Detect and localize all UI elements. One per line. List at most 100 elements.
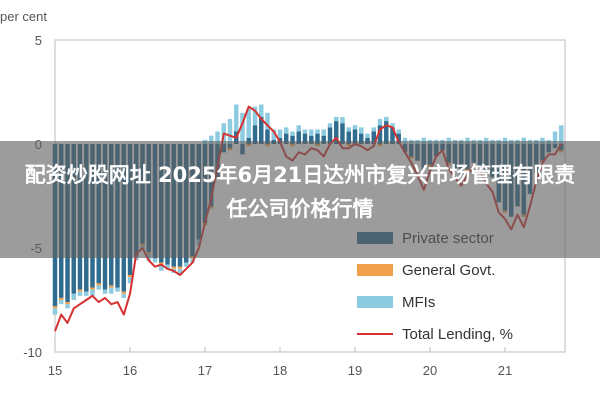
- bar-mfis: [52, 308, 58, 315]
- bar-general-govt: [52, 306, 58, 309]
- legend-swatch: [357, 296, 393, 308]
- bar-mfis: [96, 285, 101, 290]
- bar-mfis: [271, 129, 277, 140]
- bar-mfis: [121, 293, 127, 298]
- bar-private-sector: [396, 133, 401, 144]
- bar-private-sector: [290, 135, 295, 144]
- bar-mfis: [396, 129, 401, 134]
- bar-private-sector: [265, 129, 270, 144]
- banner-title: 配资炒股网址 2025年6月21日达州市复兴市场管理有限责任公司价格行情: [24, 163, 576, 221]
- bar-general-govt: [58, 297, 64, 300]
- bar-private-sector: [296, 131, 301, 144]
- bar-private-sector: [352, 129, 358, 144]
- bar-private-sector: [321, 135, 326, 144]
- x-tick-label: 16: [123, 363, 137, 378]
- bar-private-sector: [334, 121, 339, 144]
- bar-mfis: [321, 129, 326, 136]
- bar-mfis: [177, 268, 183, 276]
- x-tick-label: 17: [198, 363, 212, 378]
- bar-mfis: [346, 127, 352, 132]
- x-tick-label: 21: [498, 363, 512, 378]
- y-tick-label: -10: [23, 345, 42, 360]
- bar-private-sector: [259, 116, 264, 144]
- bar-mfis: [84, 291, 89, 296]
- bar-mfis: [465, 137, 470, 144]
- bar-mfis: [377, 119, 383, 126]
- bar-mfis: [327, 123, 333, 128]
- bar-mfis: [115, 287, 120, 292]
- bar-mfis: [384, 116, 389, 122]
- x-tick-label: 19: [348, 363, 362, 378]
- bar-mfis: [102, 289, 108, 294]
- bar-mfis: [390, 123, 395, 128]
- bar-mfis: [371, 127, 376, 132]
- bar-mfis: [165, 264, 170, 269]
- bar-mfis: [446, 137, 451, 144]
- legend-item-general-govt: General Govt.: [357, 262, 495, 279]
- legend-item-mfis: MFIs: [357, 294, 435, 311]
- y-tick-label: 5: [35, 33, 42, 48]
- legend-label: MFIs: [402, 294, 435, 311]
- legend-label: Total Lending, %: [402, 326, 513, 343]
- bar-general-govt: [127, 275, 133, 278]
- bar-private-sector: [309, 135, 314, 144]
- bar-mfis: [71, 293, 76, 300]
- bar-mfis: [309, 129, 314, 136]
- bar-general-govt: [171, 266, 176, 269]
- bar-mfis: [502, 137, 508, 144]
- bar-private-sector: [358, 133, 364, 144]
- bar-mfis: [277, 129, 283, 138]
- bar-mfis: [65, 304, 70, 309]
- bar-private-sector: [246, 137, 251, 144]
- bar-private-sector: [283, 133, 289, 144]
- bar-mfis: [402, 137, 408, 144]
- bar-mfis: [265, 112, 270, 130]
- bar-private-sector: [346, 131, 352, 144]
- bar-mfis: [215, 131, 220, 144]
- bar-mfis: [521, 137, 526, 144]
- bar-mfis: [540, 137, 545, 144]
- bar-mfis: [340, 116, 345, 124]
- bar-mfis: [77, 291, 83, 296]
- bar-mfis: [559, 125, 564, 144]
- bar-private-sector: [315, 133, 320, 144]
- bar-mfis: [234, 104, 239, 132]
- bar-mfis: [240, 112, 245, 144]
- bar-mfis: [152, 258, 158, 263]
- bar-general-govt: [177, 266, 183, 269]
- bar-mfis: [109, 287, 114, 294]
- bar-mfis: [302, 129, 308, 134]
- bar-mfis: [246, 108, 251, 138]
- bar-mfis: [252, 106, 258, 126]
- bar-mfis: [184, 262, 189, 267]
- bar-mfis: [296, 125, 301, 132]
- bar-mfis: [365, 133, 370, 138]
- bar-mfis: [90, 289, 95, 296]
- bar-private-sector: [371, 131, 376, 144]
- bar-mfis: [227, 119, 233, 144]
- x-axis: 15 16 17 18 19 20 21: [48, 347, 512, 378]
- legend-label: General Govt.: [402, 262, 495, 279]
- bar-general-govt: [121, 291, 127, 294]
- bar-mfis: [552, 131, 558, 144]
- bar-private-sector: [252, 125, 258, 144]
- bar-general-govt: [96, 283, 101, 286]
- bar-mfis: [334, 116, 339, 122]
- title-banner: [0, 141, 600, 258]
- bar-mfis: [159, 264, 164, 271]
- bar-general-govt: [77, 289, 83, 292]
- bar-private-sector: [302, 133, 308, 144]
- legend-item-total-lending: Total Lending, %: [357, 326, 513, 343]
- bar-private-sector: [384, 121, 389, 144]
- x-tick-label: 18: [273, 363, 287, 378]
- bar-mfis: [484, 137, 489, 144]
- bar-mfis: [259, 104, 264, 117]
- bar-general-govt: [65, 302, 70, 305]
- bar-general-govt: [159, 262, 164, 265]
- bar-mfis: [127, 277, 133, 284]
- bar-mfis: [421, 137, 427, 144]
- bar-mfis: [315, 129, 320, 134]
- x-tick-label: 20: [423, 363, 437, 378]
- bar-private-sector: [327, 127, 333, 144]
